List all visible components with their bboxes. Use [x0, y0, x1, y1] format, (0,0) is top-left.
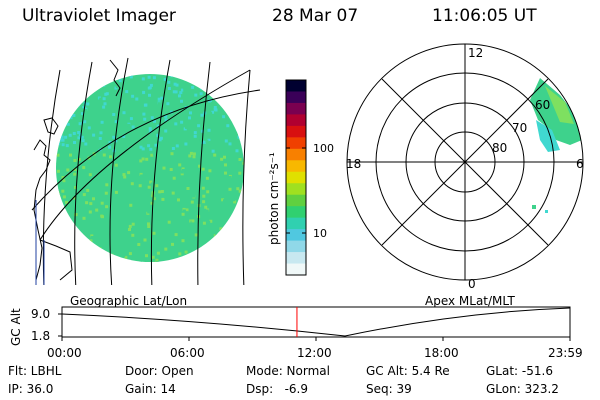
- status-door: Door: Open: [125, 364, 194, 378]
- colorbar-band: [286, 91, 306, 104]
- colorbar-band: [286, 171, 306, 184]
- colorbar-band: [286, 252, 306, 265]
- colorbar-tick-100: 100: [313, 142, 334, 155]
- colorbar-band: [286, 125, 306, 138]
- altitude-curve: [61, 307, 571, 337]
- colorbar-band: [286, 229, 306, 242]
- status-filter: Flt: LBHL: [8, 364, 62, 378]
- colorbar-band: [286, 80, 306, 92]
- mlt-label-12: 12: [468, 46, 483, 60]
- colorbar-band: [286, 160, 306, 173]
- timeline-xtick-1200: 12:00: [297, 346, 332, 360]
- timeline-xtick-1800: 18:00: [424, 346, 459, 360]
- colorbar-unit-label: photon cm⁻²s⁻¹: [267, 152, 281, 245]
- mlt-label-0: 0: [468, 277, 476, 291]
- mlat-label-80: 80: [492, 141, 507, 155]
- colorbar-band: [286, 148, 306, 161]
- timeline-ylabel: GC Alt: [9, 308, 23, 346]
- date-label: 28 Mar 07: [272, 6, 359, 26]
- status-ip: IP: 36.0: [8, 382, 54, 396]
- status-mode: Mode: Normal: [246, 364, 330, 378]
- timeline-ytick-1.8: 1.8: [31, 329, 50, 343]
- polar-panel-caption: Apex MLat/MLT: [425, 294, 515, 308]
- colorbar-band: [286, 102, 306, 115]
- instrument-title: Ultraviolet Imager: [22, 6, 176, 26]
- colorbar-band: [286, 114, 306, 127]
- status-geo-latitude: GLat: -51.6: [486, 364, 553, 378]
- colorbar-band: [286, 263, 306, 276]
- colorbar-band: [286, 183, 306, 196]
- timeline-xtick-0600: 06:00: [170, 346, 205, 360]
- colorbar-band: [286, 194, 306, 207]
- status-gc-altitude: GC Alt: 5.4 Re: [366, 364, 450, 378]
- mlat-label-60: 60: [535, 98, 550, 112]
- mlat-label-70: 70: [512, 121, 527, 135]
- timeline-xtick-0000: 00:00: [47, 346, 82, 360]
- status-sequence: Seq: 39: [366, 382, 412, 396]
- timeline-ytick-9: 9.0: [31, 307, 50, 321]
- colorbar-band: [286, 217, 306, 230]
- status-gain: Gain: 14: [125, 382, 176, 396]
- mlt-label-18: 18: [346, 157, 361, 171]
- status-geo-longitude: GLon: 323.2: [486, 382, 559, 396]
- coastline: [33, 139, 51, 281]
- colorbar-tick-10: 10: [313, 227, 327, 240]
- timeline-xtick-2359: 23:59: [548, 346, 583, 360]
- geo-panel-caption: Geographic Lat/Lon: [70, 294, 188, 308]
- colorbar-band: [286, 240, 306, 253]
- time-label: 11:06:05 UT: [432, 6, 537, 26]
- mlt-label-6: 6: [576, 157, 584, 171]
- status-dsp: Dsp: -6.9: [246, 382, 309, 396]
- colorbar-band: [286, 137, 306, 150]
- colorbar-band: [286, 206, 306, 219]
